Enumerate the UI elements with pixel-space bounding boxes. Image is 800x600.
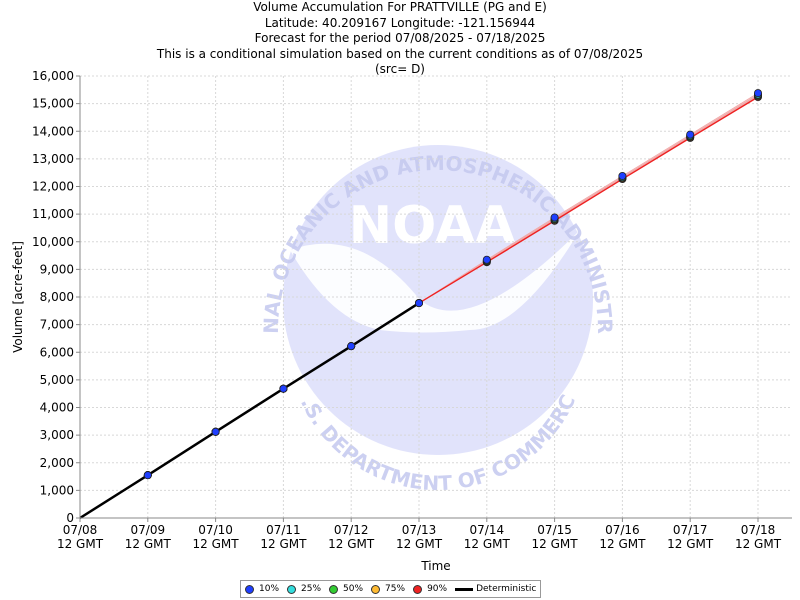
x-tick-date: 07/10 bbox=[198, 523, 233, 537]
x-tick-time: 12 GMT bbox=[125, 537, 172, 551]
source-subtitle: (src= D) bbox=[375, 62, 425, 76]
x-tick-date: 07/15 bbox=[537, 523, 572, 537]
x-tick-date: 07/14 bbox=[470, 523, 505, 537]
data-point-10pct bbox=[754, 89, 763, 98]
data-point-10pct bbox=[686, 130, 695, 139]
y-tick-label: 6,000 bbox=[40, 345, 74, 359]
x-tick-time: 12 GMT bbox=[260, 537, 307, 551]
legend-label: 25% bbox=[301, 584, 322, 594]
legend-swatch-line bbox=[455, 587, 474, 591]
x-tick-time: 12 GMT bbox=[57, 537, 104, 551]
y-tick-label: 16,000 bbox=[32, 69, 74, 83]
legend-swatch-dot bbox=[245, 584, 254, 594]
data-point-10pct bbox=[414, 299, 423, 308]
x-tick-time: 12 GMT bbox=[735, 537, 782, 551]
x-tick-date: 07/11 bbox=[266, 523, 301, 537]
y-tick-label: 8,000 bbox=[40, 290, 74, 304]
data-point-10pct bbox=[211, 427, 220, 436]
legend-swatch-dot bbox=[329, 584, 339, 594]
data-points bbox=[143, 89, 763, 480]
y-tick-label: 13,000 bbox=[32, 152, 74, 166]
data-point-10pct bbox=[279, 384, 288, 393]
x-tick-time: 12 GMT bbox=[328, 537, 375, 551]
y-tick-label: 11,000 bbox=[32, 207, 74, 221]
x-tick-date: 07/17 bbox=[673, 523, 708, 537]
legend-swatch-dot bbox=[287, 584, 297, 594]
data-point-10pct bbox=[550, 213, 559, 222]
noaa-gull-shape bbox=[290, 230, 580, 333]
y-tick-label: 15,000 bbox=[32, 97, 74, 111]
legend-item-90pct: 90% bbox=[413, 584, 447, 594]
x-tick-time: 12 GMT bbox=[464, 537, 511, 551]
x-tick-date: 07/08 bbox=[63, 523, 98, 537]
x-tick-date: 07/09 bbox=[131, 523, 166, 537]
data-point-10pct bbox=[347, 342, 356, 351]
data-point-10pct bbox=[482, 255, 491, 264]
y-tick-label: 7,000 bbox=[40, 318, 74, 332]
y-tick-label: 0 bbox=[66, 511, 74, 525]
y-tick-label: 14,000 bbox=[32, 124, 74, 138]
y-tick-label: 4,000 bbox=[40, 401, 74, 415]
y-axis-ticks: 0 1,000 2,000 3,000 4,000 5,000 6,000 7,000 8,00… bbox=[32, 69, 80, 525]
chart-legend: 10% 25% 50% 75% 90% Deterministic bbox=[240, 580, 542, 598]
legend-label: 75% bbox=[385, 584, 406, 594]
x-tick-time: 12 GMT bbox=[667, 537, 714, 551]
x-tick-time: 12 GMT bbox=[532, 537, 579, 551]
deterministic-line bbox=[79, 302, 420, 520]
y-tick-label: 3,000 bbox=[40, 428, 74, 442]
legend-item-10pct: 10% bbox=[245, 584, 279, 594]
y-tick-label: 10,000 bbox=[32, 235, 74, 249]
y-axis-label: Volume [acre-feet] bbox=[11, 241, 25, 353]
legend-item-75pct: 75% bbox=[371, 584, 405, 594]
x-tick-date: 07/12 bbox=[334, 523, 369, 537]
noaa-logo-text: NOAA bbox=[349, 196, 516, 256]
legend-label: Deterministic bbox=[476, 584, 537, 594]
location-subtitle: Latitude: 40.209167 Longitude: -121.1569… bbox=[264, 15, 536, 30]
y-tick-label: 2,000 bbox=[40, 456, 74, 470]
period-subtitle: Forecast for the period 07/08/2025 - 07/… bbox=[254, 31, 546, 45]
x-tick-time: 12 GMT bbox=[193, 537, 240, 551]
legend-label: 90% bbox=[427, 584, 448, 594]
data-point-10pct bbox=[143, 471, 152, 480]
legend-item-25pct: 25% bbox=[287, 584, 321, 594]
data-point-10pct bbox=[618, 172, 627, 181]
grid-lines bbox=[80, 75, 792, 518]
x-tick-time: 12 GMT bbox=[396, 537, 443, 551]
legend-item-deterministic: Deterministic bbox=[455, 584, 536, 594]
y-tick-label: 5,000 bbox=[40, 373, 74, 387]
x-tick-time: 12 GMT bbox=[599, 537, 646, 551]
noaa-logo-circle bbox=[283, 145, 593, 455]
legend-swatch-dot bbox=[413, 584, 423, 594]
y-tick-label: 1,000 bbox=[40, 483, 74, 497]
legend-label: 50% bbox=[343, 584, 364, 594]
y-tick-label: 12,000 bbox=[32, 180, 74, 194]
x-axis-label: Time bbox=[420, 559, 450, 573]
legend-item-50pct: 50% bbox=[329, 584, 363, 594]
y-tick-label: 9,000 bbox=[40, 262, 74, 276]
conditions-subtitle: This is a conditional simulation based o… bbox=[156, 46, 644, 61]
x-tick-date: 07/13 bbox=[402, 523, 437, 537]
legend-swatch-dot bbox=[371, 584, 381, 594]
chart-title: Volume Accumulation For PRATTVILLE (PG a… bbox=[253, 0, 547, 14]
x-tick-date: 07/18 bbox=[741, 523, 776, 537]
legend-label: 10% bbox=[259, 584, 280, 594]
chart-titles: Volume Accumulation For PRATTVILLE (PG a… bbox=[0, 0, 800, 78]
x-tick-date: 07/16 bbox=[605, 523, 640, 537]
